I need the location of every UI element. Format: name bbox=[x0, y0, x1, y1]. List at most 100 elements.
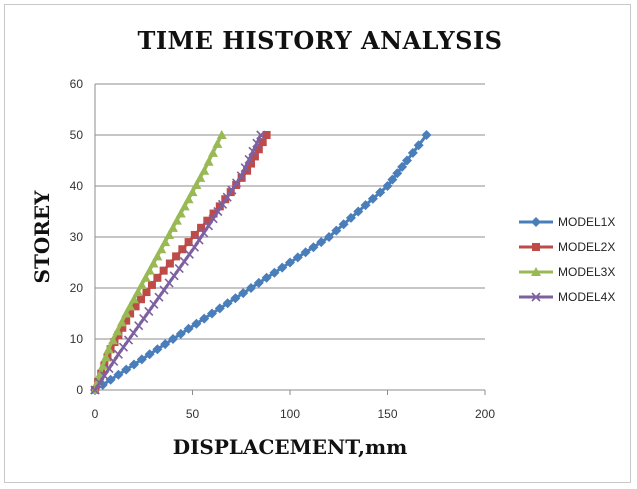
data-point-marker bbox=[194, 235, 204, 245]
legend-item: MODEL4X bbox=[517, 285, 632, 310]
data-point-marker bbox=[345, 212, 356, 223]
data-point-marker bbox=[179, 201, 190, 211]
legend-marker bbox=[531, 292, 541, 302]
data-point-marker bbox=[199, 165, 210, 175]
data-point-marker bbox=[152, 251, 163, 261]
data-point-marker bbox=[197, 223, 206, 232]
y-tick-label: 20 bbox=[70, 281, 84, 295]
data-point-marker bbox=[246, 283, 256, 293]
data-point-marker bbox=[152, 344, 163, 355]
x-tick-label: 150 bbox=[377, 407, 397, 421]
x-tick-label: 50 bbox=[186, 407, 200, 421]
series-group bbox=[90, 130, 432, 395]
data-point-marker bbox=[189, 242, 200, 252]
legend-marker bbox=[531, 217, 541, 227]
data-point-marker bbox=[256, 130, 266, 140]
data-point-marker bbox=[144, 349, 155, 360]
data-point-marker bbox=[247, 159, 255, 168]
data-point-marker bbox=[240, 163, 250, 173]
data-point-marker bbox=[183, 323, 194, 334]
data-point-marker bbox=[254, 145, 263, 154]
data-point-marker bbox=[136, 279, 147, 289]
data-point-marker bbox=[144, 306, 154, 317]
y-tick-label: 60 bbox=[70, 77, 84, 91]
y-tick-label: 10 bbox=[70, 332, 84, 346]
data-point-marker bbox=[375, 187, 386, 198]
data-point-marker bbox=[118, 323, 127, 332]
data-point-marker bbox=[126, 309, 135, 318]
data-point-marker bbox=[103, 344, 114, 354]
data-point-marker bbox=[168, 334, 178, 344]
data-point-marker bbox=[261, 272, 272, 283]
legend-swatch bbox=[519, 243, 553, 251]
data-point-marker bbox=[164, 229, 175, 239]
data-point-marker bbox=[137, 295, 146, 304]
data-point-marker bbox=[191, 179, 202, 189]
data-point-marker bbox=[258, 138, 267, 147]
legend-swatch bbox=[519, 267, 553, 276]
gridlines bbox=[95, 83, 485, 340]
data-point-marker bbox=[172, 252, 181, 261]
data-point-marker bbox=[252, 138, 262, 148]
data-point-marker bbox=[171, 215, 182, 225]
data-point-marker bbox=[121, 308, 132, 318]
data-point-marker bbox=[125, 301, 136, 311]
data-point-marker bbox=[216, 130, 227, 139]
series-model1x bbox=[90, 130, 432, 395]
data-point-marker bbox=[98, 360, 109, 370]
y-tick-label: 30 bbox=[70, 230, 84, 244]
data-point-marker bbox=[95, 378, 105, 388]
legend-item: MODEL3X bbox=[517, 260, 632, 285]
data-point-marker bbox=[90, 385, 100, 395]
data-point-marker bbox=[232, 178, 242, 188]
data-point-marker bbox=[190, 230, 199, 239]
data-point-marker bbox=[160, 339, 171, 350]
data-point-marker bbox=[156, 244, 167, 254]
data-point-marker bbox=[174, 264, 184, 274]
data-point-marker bbox=[195, 172, 206, 182]
data-point-marker bbox=[387, 174, 398, 185]
data-point-marker bbox=[112, 326, 123, 336]
data-point-marker bbox=[169, 271, 179, 281]
legend-marker bbox=[531, 267, 541, 276]
legend-label: MODEL3X bbox=[558, 265, 616, 279]
data-point-marker bbox=[199, 313, 210, 324]
data-point-marker bbox=[191, 318, 202, 329]
data-point-marker bbox=[248, 146, 258, 156]
data-point-marker bbox=[153, 273, 162, 282]
data-point-marker bbox=[402, 155, 412, 166]
data-point-marker bbox=[175, 208, 186, 218]
data-point-marker bbox=[199, 228, 209, 238]
data-point-marker bbox=[407, 147, 418, 158]
data-point-marker bbox=[230, 293, 241, 304]
data-point-marker bbox=[108, 335, 119, 345]
data-point-marker bbox=[203, 156, 214, 166]
data-point-marker bbox=[382, 181, 393, 191]
data-point-marker bbox=[168, 222, 178, 232]
data-point-marker bbox=[159, 266, 168, 275]
data-point-marker bbox=[238, 288, 249, 299]
legend-swatch bbox=[519, 292, 553, 302]
tick-labels: 0 10 20 30 40 50 60 0 50 100 150 200 bbox=[70, 77, 496, 421]
data-point-marker bbox=[217, 199, 228, 209]
data-point-marker bbox=[139, 314, 149, 324]
data-point-marker bbox=[353, 206, 364, 217]
data-point-marker bbox=[154, 292, 164, 302]
data-point-marker bbox=[338, 219, 349, 230]
data-point-marker bbox=[118, 342, 129, 352]
data-point-marker bbox=[421, 130, 432, 140]
x-axis-label: DISPLACEMENT,mm bbox=[172, 435, 408, 459]
data-point-marker bbox=[175, 328, 186, 339]
data-point-marker bbox=[178, 245, 187, 254]
series-line bbox=[94, 134, 428, 392]
data-point-marker bbox=[159, 285, 169, 295]
data-point-marker bbox=[122, 316, 131, 325]
data-point-marker bbox=[184, 238, 193, 247]
data-point-marker bbox=[331, 225, 342, 236]
data-point-marker bbox=[140, 272, 151, 282]
data-point-marker bbox=[292, 252, 303, 263]
data-point-marker bbox=[136, 354, 147, 365]
data-point-marker bbox=[209, 209, 218, 218]
data-point-marker bbox=[207, 308, 217, 319]
